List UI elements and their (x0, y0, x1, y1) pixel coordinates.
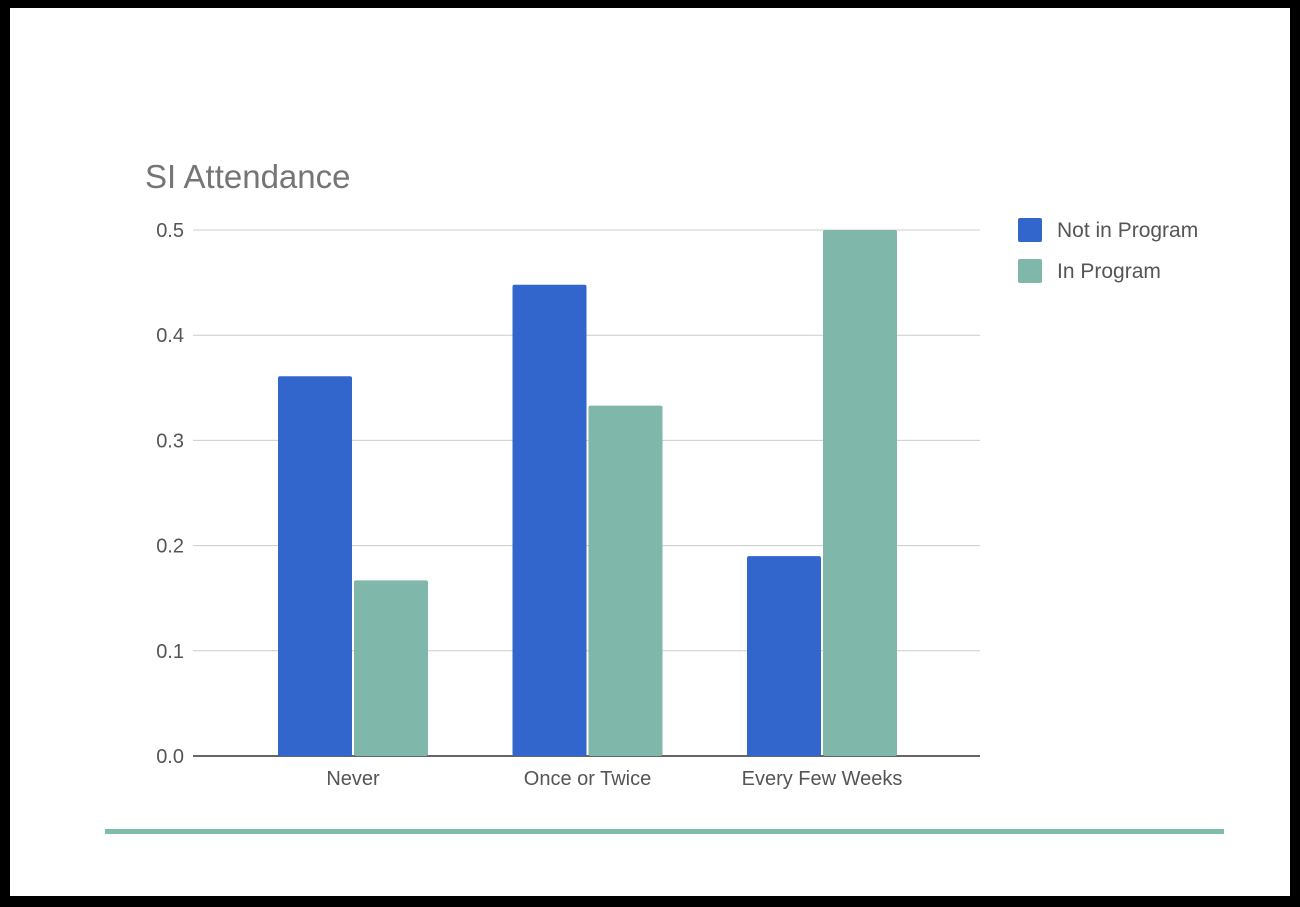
y-tick-label: 0.5 (156, 220, 184, 242)
y-tick-label: 0.4 (156, 325, 184, 347)
bar-not-in-program-once-or-twice (512, 284, 587, 756)
legend-swatch (1018, 218, 1042, 242)
x-tick-label: Once or Twice (524, 768, 651, 790)
y-tick-label: 0.3 (156, 430, 184, 452)
legend-label: In Program (1057, 260, 1161, 283)
accent-divider-line (105, 829, 1224, 834)
bar-in-program-never (354, 580, 428, 756)
y-tick-label: 0.2 (156, 536, 184, 558)
bar-in-program-every-few-weeks (823, 230, 897, 756)
chart-title: SI Attendance (145, 158, 351, 195)
legend-label: Not in Program (1057, 219, 1198, 242)
x-tick-label: Every Few Weeks (742, 768, 903, 790)
bar-not-in-program-every-few-weeks (747, 556, 821, 756)
bar-in-program-once-or-twice (588, 405, 663, 756)
y-tick-label: 0.1 (156, 641, 184, 663)
y-tick-label: 0.0 (156, 746, 184, 768)
bar-not-in-program-never (278, 376, 352, 756)
legend-swatch (1018, 259, 1042, 283)
x-tick-label: Never (326, 768, 380, 790)
